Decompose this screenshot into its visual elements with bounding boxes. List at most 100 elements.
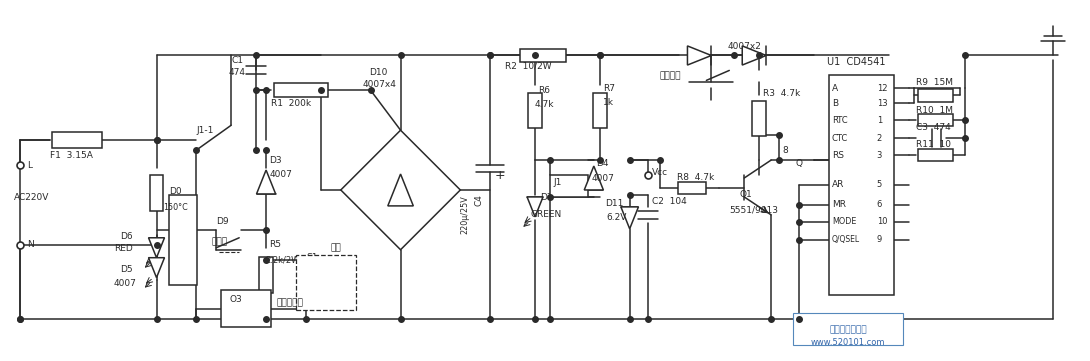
Text: 门开关: 门开关: [211, 237, 228, 246]
Text: J1-1: J1-1: [196, 126, 214, 135]
Text: O3: O3: [229, 295, 242, 304]
Text: CTC: CTC: [832, 134, 848, 143]
Text: R2  10/2W: R2 10/2W: [505, 62, 552, 71]
Text: 2.2k/2W: 2.2k/2W: [265, 255, 300, 264]
Text: N: N: [27, 240, 34, 249]
Text: 5: 5: [876, 180, 882, 190]
Text: A: A: [832, 84, 838, 93]
Text: 臭氧发生器: 臭氧发生器: [276, 298, 303, 307]
Text: D11: D11: [605, 199, 623, 208]
Text: AR: AR: [832, 180, 845, 190]
Text: MR: MR: [832, 200, 846, 209]
Text: R8  4.7k: R8 4.7k: [678, 173, 715, 182]
Text: L: L: [27, 161, 32, 170]
Bar: [678, 182, 706, 194]
Text: D3: D3: [269, 156, 281, 165]
Text: R11  10: R11 10: [916, 140, 950, 149]
Polygon shape: [688, 46, 712, 65]
Text: MODE: MODE: [832, 217, 857, 226]
Bar: [752, 101, 766, 136]
Text: 1k: 1k: [603, 98, 614, 107]
Text: D6: D6: [120, 232, 132, 241]
Polygon shape: [528, 197, 543, 217]
Text: F1  3.15A: F1 3.15A: [50, 151, 93, 160]
Polygon shape: [148, 258, 165, 278]
Text: D10: D10: [368, 68, 387, 77]
Text: U1  CD4541: U1 CD4541: [827, 57, 885, 68]
Text: 13: 13: [876, 99, 887, 108]
Text: 12: 12: [876, 84, 887, 93]
Text: 4007: 4007: [269, 170, 292, 179]
Text: C2  104: C2 104: [652, 197, 687, 206]
Bar: [221, 290, 271, 327]
Bar: [828, 75, 894, 295]
Polygon shape: [742, 46, 766, 65]
Text: B: B: [832, 99, 838, 108]
Text: R1  200k: R1 200k: [271, 99, 311, 108]
Text: R6: R6: [538, 86, 550, 95]
Text: D9: D9: [216, 217, 229, 226]
Text: 6: 6: [876, 200, 882, 209]
Polygon shape: [621, 207, 639, 229]
Text: 1: 1: [876, 116, 882, 125]
Text: R10  1M: R10 1M: [916, 106, 953, 115]
Text: 474: 474: [228, 68, 245, 77]
Text: 5551/9013: 5551/9013: [729, 205, 778, 214]
Text: 4007x2: 4007x2: [727, 42, 761, 51]
Text: Q/QSEL: Q/QSEL: [832, 235, 860, 244]
Text: RTC: RTC: [832, 116, 848, 125]
Text: D5: D5: [120, 265, 132, 274]
Text: C3  474: C3 474: [916, 123, 950, 132]
Text: AC220V: AC220V: [14, 193, 49, 203]
Text: S1: S1: [306, 253, 317, 262]
Text: RED: RED: [113, 244, 132, 253]
Polygon shape: [388, 174, 413, 206]
Text: 220μ/25V: 220μ/25V: [460, 196, 470, 234]
Text: D7: D7: [540, 193, 553, 203]
Polygon shape: [256, 170, 276, 194]
Bar: [918, 114, 953, 126]
Bar: [259, 257, 274, 292]
Text: 4007: 4007: [592, 174, 615, 183]
Text: 4.7k: 4.7k: [535, 100, 555, 109]
Bar: [550, 175, 588, 197]
Text: D4: D4: [596, 158, 608, 168]
Text: GREEN: GREEN: [530, 210, 561, 219]
Text: R9  15M: R9 15M: [916, 78, 953, 87]
Polygon shape: [148, 238, 165, 258]
Polygon shape: [341, 130, 460, 250]
Text: 4007: 4007: [113, 279, 136, 288]
Bar: [274, 83, 328, 97]
Text: 6.2V: 6.2V: [607, 213, 627, 222]
Bar: [169, 195, 197, 284]
Text: 2: 2: [876, 134, 882, 143]
Bar: [528, 93, 542, 128]
Text: R5: R5: [269, 240, 281, 249]
FancyBboxPatch shape: [794, 313, 903, 345]
Text: Vcc: Vcc: [652, 168, 668, 177]
Text: R3  4.7k: R3 4.7k: [763, 89, 800, 98]
Text: 3: 3: [876, 151, 882, 160]
Text: 150°C: 150°C: [164, 203, 189, 212]
Text: D0: D0: [169, 187, 182, 196]
Text: C1: C1: [231, 56, 243, 65]
Text: 取消按钮: 取消按钮: [659, 71, 681, 80]
Text: 4007x4: 4007x4: [363, 80, 397, 89]
Text: 10: 10: [876, 217, 887, 226]
Text: C4: C4: [474, 194, 483, 206]
Bar: [918, 89, 953, 102]
Bar: [296, 255, 355, 309]
Bar: [520, 48, 566, 62]
Text: 9: 9: [876, 235, 882, 244]
Text: Q: Q: [795, 158, 802, 168]
Text: 家电维修资料网: 家电维修资料网: [829, 325, 867, 334]
Text: Q1: Q1: [739, 191, 752, 199]
Bar: [149, 175, 164, 211]
Text: J1: J1: [553, 178, 561, 187]
Text: 8: 8: [783, 145, 788, 155]
Text: R7: R7: [603, 84, 615, 93]
Text: www.520101.com: www.520101.com: [811, 338, 885, 347]
Bar: [593, 93, 607, 128]
Bar: [52, 132, 101, 148]
Bar: [918, 149, 953, 161]
